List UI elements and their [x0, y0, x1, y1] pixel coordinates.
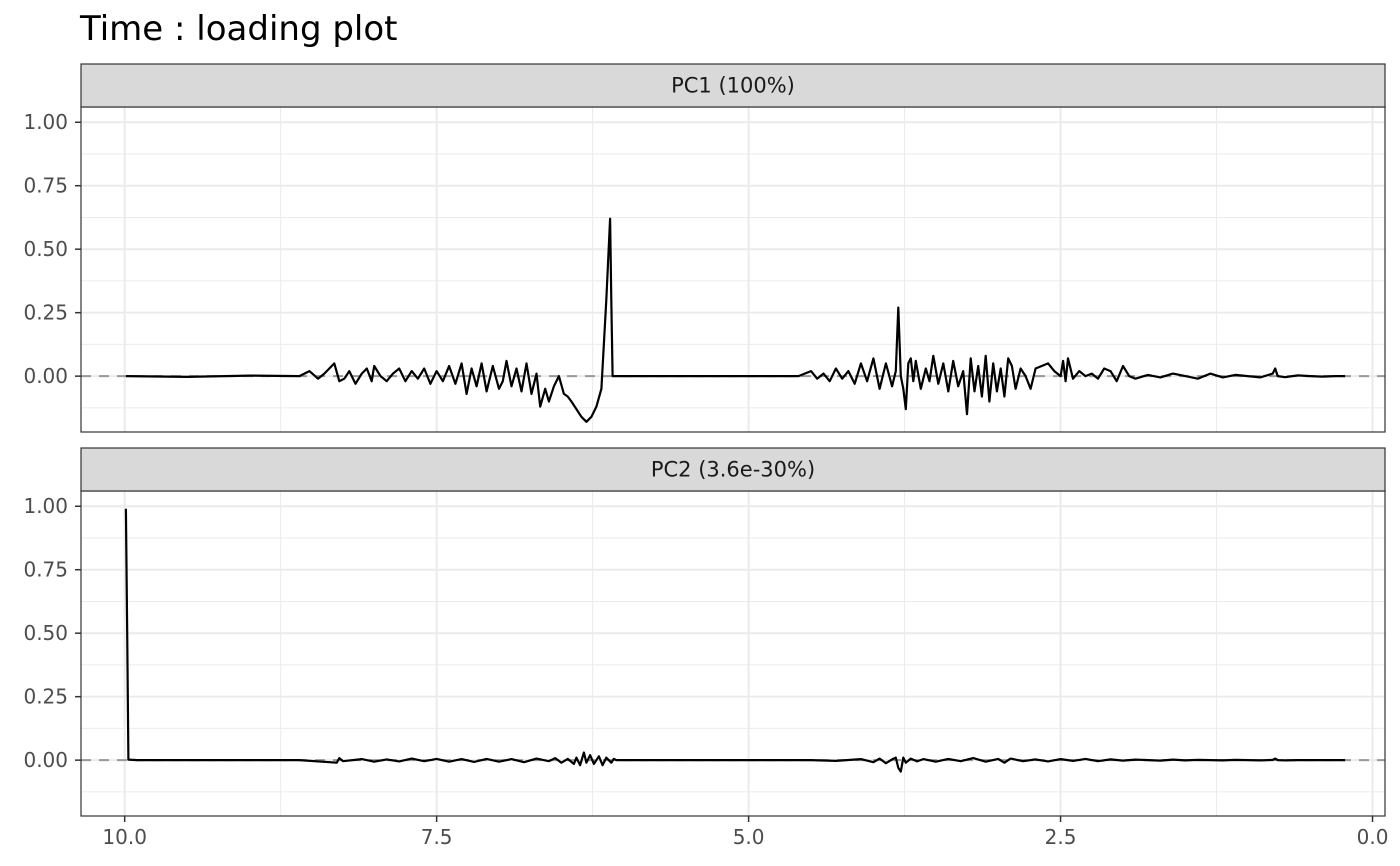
y-tick-label: 1.00 [23, 110, 68, 134]
x-tick-label: 7.5 [421, 825, 453, 849]
y-tick-label: 1.00 [23, 494, 68, 518]
facet-strip [80, 447, 1386, 492]
panel-1: PC1 (100%) 0.00 0.25 0.50 0.75 1.00 [23, 63, 1386, 433]
x-tick-label: 2.5 [1045, 825, 1077, 849]
x-tick-label: 0.0 [1357, 825, 1389, 849]
x-tick-label: 10.0 [102, 825, 147, 849]
chart-title: Time : loading plot [79, 9, 398, 49]
panel-2: PC2 (3.6e-30%) 0.00 0.25 0.50 0.75 1.00 10.0 7.… [23, 447, 1389, 849]
facet-strip-label: PC1 (100%) [671, 74, 795, 98]
y-tick-label: 0.75 [23, 558, 68, 582]
y-tick-label: 0.00 [23, 748, 68, 772]
loading-line-series [125, 217, 1346, 423]
y-tick-label: 0.25 [23, 685, 68, 709]
y-tick-label: 0.50 [23, 237, 68, 261]
loading-line-series [124, 508, 1346, 773]
y-tick-label: 0.00 [23, 364, 68, 388]
panel-background [81, 491, 1385, 816]
facet-strip [80, 63, 1386, 108]
y-tick-label: 0.50 [23, 621, 68, 645]
y-tick-label: 0.25 [23, 301, 68, 325]
panel-background [81, 107, 1385, 432]
x-tick-label: 5.0 [733, 825, 765, 849]
y-tick-label: 0.75 [23, 174, 68, 198]
facet-strip-label: PC2 (3.6e-30%) [651, 458, 815, 482]
